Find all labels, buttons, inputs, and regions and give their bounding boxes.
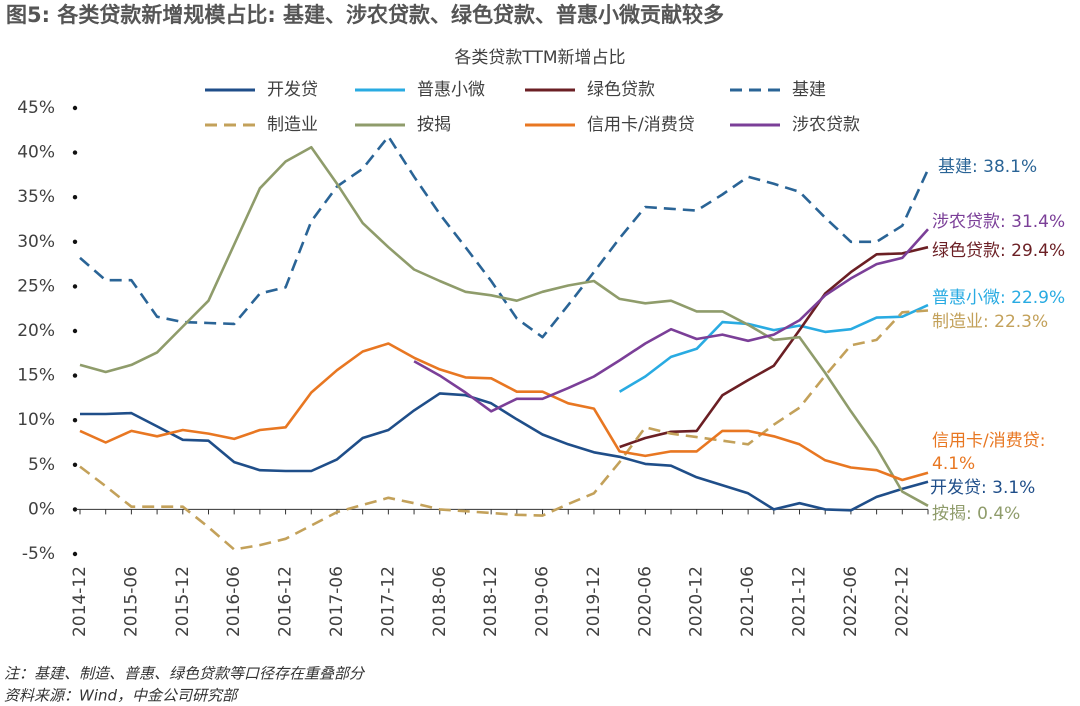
- series-line: [79, 145, 929, 507]
- end-label: 普惠小微: 22.9%: [932, 288, 1065, 308]
- y-tick-label: 35%: [17, 187, 55, 207]
- y-tick-mark: [72, 507, 78, 512]
- y-tick-mark: [72, 239, 78, 244]
- legend-label: 信用卡/消费贷: [587, 115, 695, 135]
- y-tick-label: 20%: [17, 321, 55, 341]
- y-tick-label: 25%: [17, 276, 55, 296]
- y-tick-label: 40%: [17, 143, 55, 163]
- y-tick-label: 0%: [28, 499, 55, 519]
- x-tick-label: 2016-06: [224, 566, 244, 637]
- y-tick-mark: [72, 551, 78, 557]
- end-label: 涉农贷款: 31.4%: [932, 212, 1065, 232]
- y-tick-label: 30%: [17, 232, 55, 252]
- x-tick-label: 2019-06: [533, 566, 553, 637]
- y-tick-mark: [72, 373, 78, 378]
- end-label: 制造业: 22.3%: [932, 312, 1048, 332]
- legend-label: 基建: [792, 80, 826, 100]
- end-label: 4.1%: [932, 454, 975, 474]
- series-line: [619, 245, 929, 449]
- source: 资料来源：Wind，中金公司研究部: [4, 687, 240, 705]
- chart-title: 图5: 各类贷款新增规模占比: 基建、涉农贷款、绿色贷款、普惠小微贡献较多: [6, 3, 724, 27]
- y-tick-label: -5%: [22, 544, 55, 564]
- series-line: [79, 342, 929, 482]
- legend-label: 按揭: [417, 115, 451, 135]
- x-tick-label: 2020-06: [635, 566, 655, 637]
- y-tick-label: 5%: [28, 455, 55, 475]
- y-tick-label: 10%: [17, 410, 55, 430]
- y-tick-label: 45%: [17, 98, 55, 118]
- legend-label: 绿色贷款: [587, 80, 655, 100]
- note: 注：基建、制造、普惠、绿色贷款等口径存在重叠部分: [4, 665, 366, 683]
- x-tick-label: 2017-06: [327, 566, 347, 637]
- x-tick-label: 2016-12: [276, 566, 296, 637]
- y-tick-mark: [72, 462, 78, 467]
- x-tick-label: 2020-12: [687, 566, 707, 637]
- y-tick-label: 15%: [17, 366, 55, 386]
- end-label: 绿色贷款: 29.4%: [932, 241, 1065, 261]
- y-tick-mark: [72, 150, 78, 155]
- series-line: [618, 303, 929, 393]
- end-label: 信用卡/消费贷:: [932, 431, 1045, 451]
- legend-label: 开发贷: [267, 80, 318, 100]
- x-tick-label: 2015-06: [121, 566, 141, 637]
- series-line: [79, 135, 930, 339]
- series-line: [413, 228, 929, 413]
- y-tick-mark: [72, 105, 78, 111]
- legend-label: 普惠小微: [417, 80, 485, 100]
- chart-subtitle: 各类贷款TTM新增占比: [454, 48, 625, 68]
- series-line: [80, 392, 929, 512]
- x-tick-label: 2018-06: [430, 566, 450, 637]
- legend-label: 涉农贷款: [792, 115, 860, 135]
- x-tick-label: 2017-12: [378, 566, 398, 637]
- x-tick-label: 2021-12: [790, 566, 810, 637]
- y-tick-mark: [72, 328, 78, 334]
- y-tick-mark: [72, 418, 78, 423]
- x-tick-label: 2021-06: [738, 566, 758, 637]
- y-tick-mark: [72, 195, 78, 200]
- x-tick-label: 2019-12: [584, 566, 604, 637]
- x-tick-label: 2022-06: [841, 566, 861, 637]
- legend-label: 制造业: [267, 115, 318, 135]
- x-tick-label: 2014-12: [70, 566, 90, 637]
- series-line: [79, 309, 929, 551]
- x-tick-label: 2022-12: [892, 566, 912, 637]
- y-tick-mark: [72, 284, 78, 289]
- end-label: 按揭: 0.4%: [932, 504, 1020, 524]
- x-tick-label: 2018-12: [481, 566, 501, 637]
- end-label: 基建: 38.1%: [938, 157, 1037, 177]
- end-label: 开发贷: 3.1%: [930, 478, 1035, 498]
- x-tick-label: 2015-12: [173, 566, 193, 637]
